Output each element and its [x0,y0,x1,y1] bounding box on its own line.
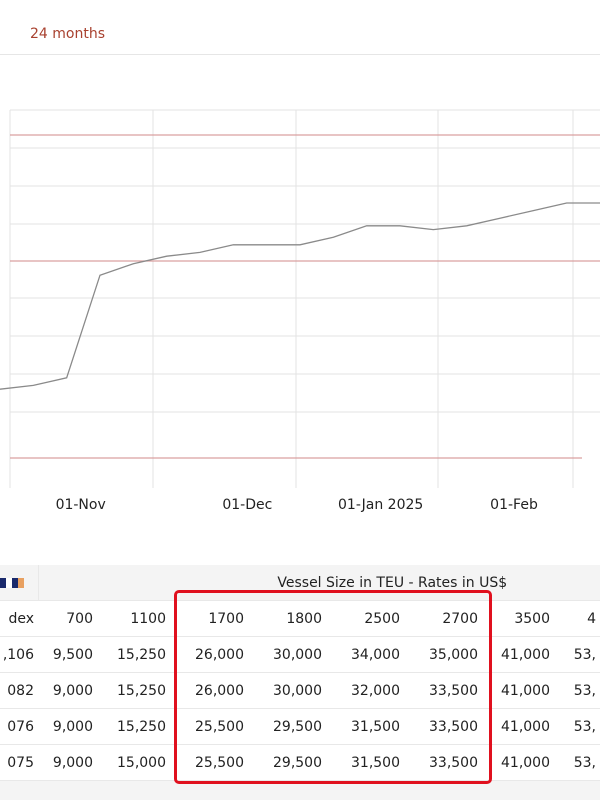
footer-band [0,781,600,800]
cell: 33,500 [404,744,482,781]
column-header: 3500 [482,600,554,637]
cell: 31,500 [326,708,404,745]
cell: 9,000 [38,708,97,745]
cell: 33,500 [404,672,482,709]
column-header: 4 [554,600,600,637]
column-header: 2700 [404,600,482,637]
column-header: 1800 [248,600,326,637]
data-row: 076 9,000 15,250 25,500 29,500 31,500 33,500 41… [0,708,600,745]
data-row: ,106 9,500 15,250 26,000 30,000 34,000 35,000 4… [0,636,600,673]
cell: 15,000 [97,744,170,781]
cell: 31,500 [326,744,404,781]
x-tick-label: 01-Dec [222,497,272,513]
cell: 15,250 [97,672,170,709]
cell: 082 [0,672,38,709]
cell: 53, [554,744,600,781]
cell: 25,500 [170,708,248,745]
cell: 35,000 [404,636,482,673]
cell: 9,000 [38,672,97,709]
reference-lines [10,134,600,459]
group-header-row: Vessel Size in TEU - Rates in US$ [0,565,600,601]
column-header: dex [0,600,38,637]
cell: 15,250 [97,636,170,673]
group-header: Vessel Size in TEU - Rates in US$ [37,565,600,601]
cell: 53, [554,708,600,745]
cell: 53, [554,636,600,673]
x-tick-label: 01-Feb [490,497,538,513]
data-row: 082 9,000 15,250 26,000 30,000 32,000 33,500 41… [0,672,600,709]
column-header: 1700 [170,600,248,637]
x-tick-label: 01-Nov [56,497,106,513]
column-header: 1100 [97,600,170,637]
cell: 41,000 [482,636,554,673]
column-header: 2500 [326,600,404,637]
cell: ,106 [0,636,38,673]
cell: 53, [554,672,600,709]
price-line [0,202,600,390]
cell: 075 [0,744,38,781]
cell: 15,250 [97,708,170,745]
data-row: 075 9,000 15,000 25,500 29,500 31,500 33,500 41… [0,744,600,781]
chart: 01-Nov 01-Dec 01-Jan 2025 01-Feb [0,109,600,513]
cell: 32,000 [326,672,404,709]
cell: 076 [0,708,38,745]
cell: 34,000 [326,636,404,673]
cell: 29,500 [248,708,326,745]
cell: 41,000 [482,708,554,745]
cell: 30,000 [248,672,326,709]
cell: 41,000 [482,672,554,709]
cell: 41,000 [482,744,554,781]
cell: 30,000 [248,636,326,673]
cell: 29,500 [248,744,326,781]
rates-table: Vessel Size in TEU - Rates in US$ dex 700 1… [0,565,600,781]
x-tick-label: 01-Jan 2025 [338,497,423,513]
logo-cell [0,565,38,601]
cell: 9,000 [38,744,97,781]
column-header: 700 [38,600,97,637]
highlight-box [174,590,492,784]
cell: 26,000 [170,636,248,673]
cell: 25,500 [170,744,248,781]
cell: 33,500 [404,708,482,745]
grid [9,109,600,488]
cell: 26,000 [170,672,248,709]
range-link[interactable]: 24 months [30,26,105,42]
separator [0,54,600,55]
cell: 9,500 [38,636,97,673]
column-header-row: dex 700 1100 1700 1800 2500 2700 3500 4 [0,600,600,637]
